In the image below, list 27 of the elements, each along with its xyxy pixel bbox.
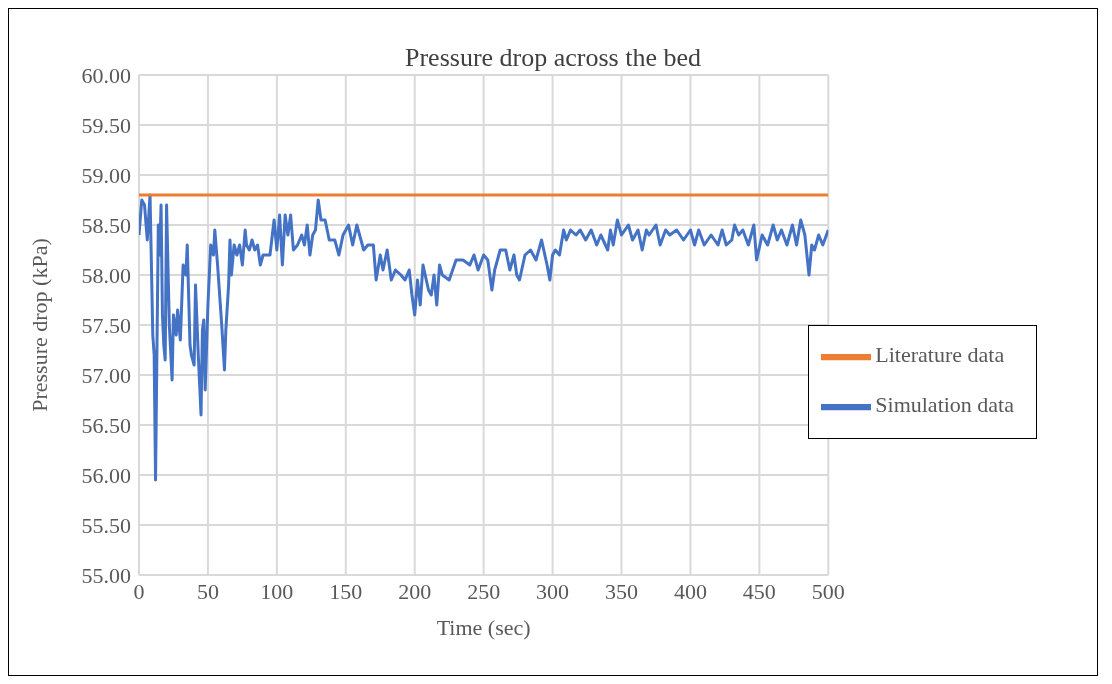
y-tick-label: 56.50: [81, 412, 131, 438]
y-tick-label: 55.00: [81, 562, 131, 588]
x-tick-label: 50: [196, 578, 219, 604]
x-tick-label: 150: [329, 578, 363, 604]
legend-label: Simulation data: [875, 392, 1014, 418]
x-tick-label: 350: [605, 578, 639, 604]
y-tick-label: 59.50: [81, 112, 131, 138]
y-tick-label: 57.50: [81, 312, 131, 338]
x-tick-label: 0: [133, 578, 145, 604]
x-tick-label: 450: [742, 578, 776, 604]
y-tick-label: 60.00: [81, 62, 131, 88]
y-axis-title: Pressure drop (kPa): [26, 238, 52, 412]
y-tick-label: 59.00: [81, 162, 131, 188]
x-tick-label: 300: [536, 578, 570, 604]
y-tick-label: 57.00: [81, 362, 131, 388]
x-tick-label: 500: [811, 578, 845, 604]
y-tick-label: 55.50: [81, 512, 131, 538]
x-tick-label: 100: [260, 578, 294, 604]
y-tick-label: 58.00: [81, 262, 131, 288]
x-tick-label: 200: [398, 578, 432, 604]
y-tick-label: 56.00: [81, 462, 131, 488]
chart-title: Pressure drop across the bed: [404, 43, 702, 72]
y-tick-label: 58.50: [81, 212, 131, 238]
x-axis-title: Time (sec): [436, 615, 531, 640]
x-tick-label: 250: [467, 578, 501, 604]
x-tick-label: 400: [673, 578, 707, 604]
legend-label: Literature data: [875, 342, 1005, 368]
